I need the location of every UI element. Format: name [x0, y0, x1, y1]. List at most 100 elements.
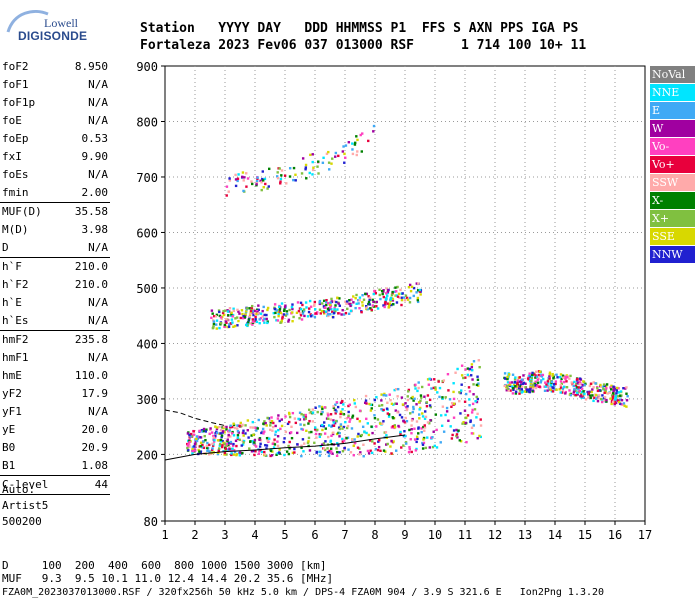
- echo-point: [391, 303, 395, 306]
- echo-point: [246, 419, 250, 422]
- echo-point: [422, 441, 426, 445]
- echo-point: [579, 395, 582, 398]
- echo-point: [572, 384, 575, 388]
- param-label: MUF(D): [2, 205, 42, 218]
- echo-point: [620, 394, 623, 397]
- echo-point: [356, 446, 360, 449]
- echo-point: [322, 425, 325, 428]
- echo-point: [574, 384, 578, 387]
- echo-point: [211, 442, 214, 446]
- echo-point: [509, 389, 512, 392]
- ionogram-plot: 1 2 3 4 5 6 7 8 9 10 11 12 13 14 15 16 17802003004005006…: [136, 60, 652, 542]
- echo-point: [314, 312, 318, 315]
- echo-point: [382, 408, 385, 412]
- echo-point: [386, 294, 389, 297]
- hdr-axn-label: AXN: [468, 21, 493, 36]
- echo-point: [287, 320, 290, 323]
- echo-point: [518, 392, 521, 395]
- echo-point: [396, 395, 399, 398]
- echo-point: [428, 422, 431, 425]
- echo-point: [367, 300, 371, 304]
- echo-point: [231, 449, 234, 452]
- echo-point: [305, 429, 308, 433]
- echo-point: [215, 427, 219, 431]
- echo-point: [387, 306, 390, 309]
- echo-point: [531, 387, 535, 390]
- param-label: C-level: [2, 478, 49, 491]
- echo-point: [261, 315, 264, 318]
- echo-point: [343, 446, 346, 450]
- echo-point: [449, 425, 452, 428]
- echo-point: [334, 408, 337, 412]
- param-label: yF1: [2, 405, 22, 418]
- echo-point: [478, 434, 481, 438]
- echo-point: [410, 450, 413, 454]
- echo-point: [570, 383, 574, 386]
- echo-point: [612, 385, 615, 388]
- echo-point: [249, 312, 252, 315]
- echo-point: [435, 446, 439, 449]
- echo-point: [529, 388, 532, 391]
- echo-point: [394, 388, 398, 391]
- echo-point: [460, 389, 463, 392]
- echo-point: [259, 439, 263, 442]
- echo-point: [305, 306, 308, 309]
- echo-point: [244, 432, 247, 435]
- echo-point: [417, 432, 420, 435]
- echo-point: [215, 327, 218, 330]
- echo-point: [322, 299, 326, 302]
- y-tick-label: 80: [144, 515, 158, 529]
- param-value: N/A: [88, 168, 108, 181]
- param-row-hme: hmE 110.0: [0, 367, 110, 385]
- echo-point: [440, 424, 444, 427]
- echo-point: [323, 448, 327, 452]
- echo-point: [398, 413, 402, 417]
- echo-point: [264, 454, 268, 457]
- echo-point: [561, 374, 565, 377]
- param-value: 44: [94, 478, 108, 491]
- echo-point: [270, 454, 274, 457]
- echo-point: [325, 303, 328, 307]
- echo-point: [212, 324, 215, 328]
- echo-point: [331, 432, 335, 436]
- echo-point: [238, 438, 241, 442]
- echo-point: [562, 376, 565, 379]
- param-separator: [0, 257, 110, 258]
- echo-point: [266, 416, 269, 420]
- echo-point: [400, 303, 403, 307]
- echo-point: [300, 454, 303, 458]
- echo-point: [352, 295, 355, 298]
- echo-point: [603, 391, 606, 395]
- echo-point: [186, 446, 189, 450]
- echo-point: [229, 426, 232, 429]
- echo-point: [384, 431, 388, 434]
- echo-point: [452, 390, 455, 394]
- echo-point: [331, 157, 334, 160]
- echo-point: [361, 294, 364, 297]
- echo-point: [386, 289, 390, 292]
- echo-point: [415, 291, 418, 294]
- echo-point: [234, 173, 237, 177]
- echo-point: [230, 318, 234, 321]
- echo-point: [337, 426, 341, 429]
- echo-point: [459, 391, 462, 395]
- echo-point: [320, 412, 323, 416]
- echo-point: [209, 427, 212, 430]
- echo-point: [515, 387, 518, 390]
- echo-point: [336, 296, 339, 299]
- echo-point: [266, 187, 269, 190]
- echo-point: [277, 312, 280, 316]
- echo-point: [465, 440, 468, 444]
- x-tick-label: 10: [428, 528, 442, 542]
- echo-point: [211, 447, 214, 450]
- echo-point: [370, 308, 373, 312]
- echo-point: [250, 180, 253, 183]
- legend-item-w: W: [650, 120, 695, 137]
- echo-point: [219, 321, 223, 325]
- echo-point: [314, 426, 317, 429]
- echo-point: [507, 389, 510, 392]
- echo-point: [560, 377, 563, 381]
- echo-point: [260, 450, 264, 454]
- echo-point: [549, 383, 553, 387]
- echo-point: [279, 177, 283, 181]
